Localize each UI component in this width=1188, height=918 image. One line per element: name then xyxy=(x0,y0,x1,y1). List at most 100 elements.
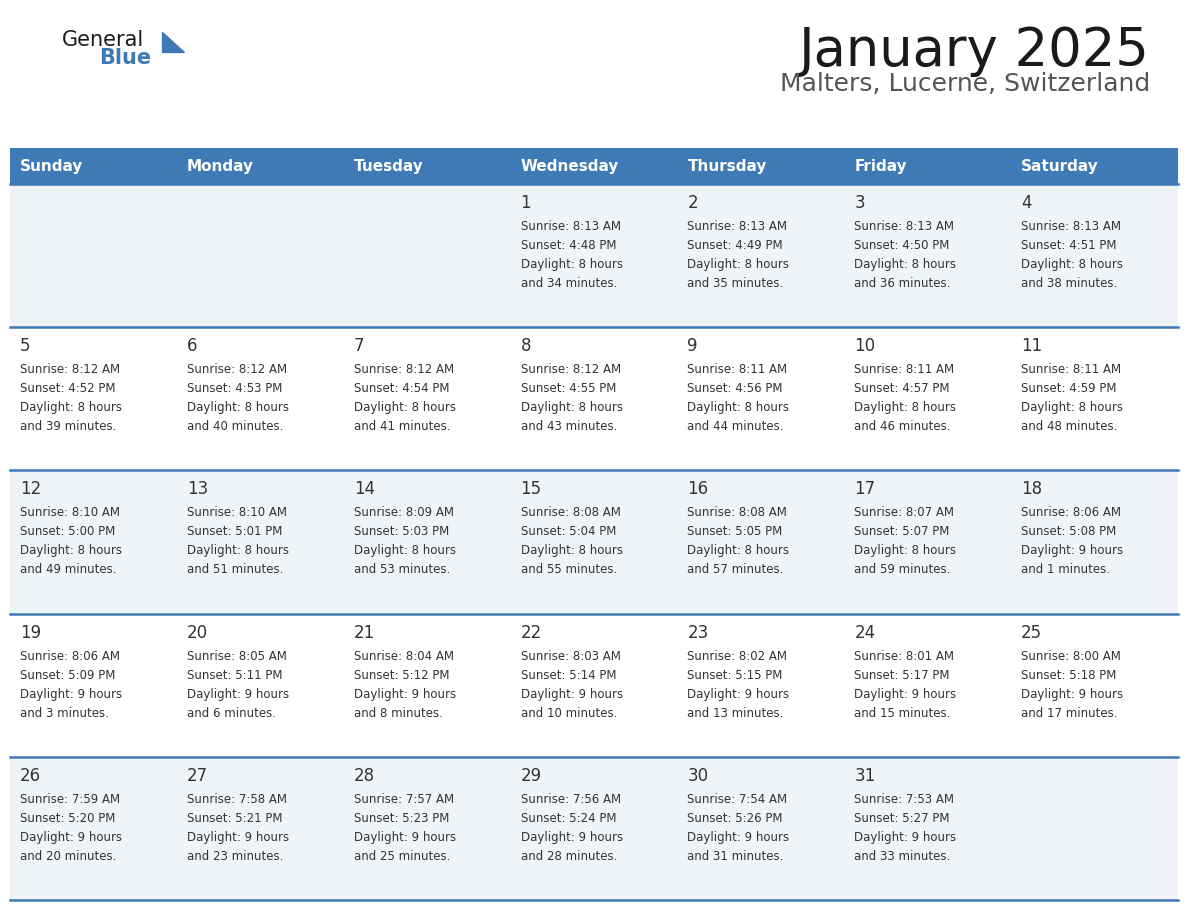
Bar xyxy=(177,148,343,184)
Text: 1: 1 xyxy=(520,194,531,212)
Text: and 43 minutes.: and 43 minutes. xyxy=(520,420,617,433)
Text: Wednesday: Wednesday xyxy=(520,159,619,174)
Text: 17: 17 xyxy=(854,480,876,498)
Text: Daylight: 9 hours: Daylight: 9 hours xyxy=(520,831,623,844)
Bar xyxy=(10,327,1178,470)
Text: Sunset: 5:09 PM: Sunset: 5:09 PM xyxy=(20,668,115,681)
Text: Daylight: 8 hours: Daylight: 8 hours xyxy=(1022,401,1123,414)
Text: and 35 minutes.: and 35 minutes. xyxy=(688,277,784,290)
Text: Daylight: 9 hours: Daylight: 9 hours xyxy=(354,688,456,700)
Text: Sunset: 4:56 PM: Sunset: 4:56 PM xyxy=(688,382,783,396)
Text: Sunset: 5:11 PM: Sunset: 5:11 PM xyxy=(187,668,283,681)
Text: 21: 21 xyxy=(354,623,375,642)
Text: 23: 23 xyxy=(688,623,709,642)
Text: Sunrise: 8:13 AM: Sunrise: 8:13 AM xyxy=(1022,220,1121,233)
Text: Sunrise: 7:56 AM: Sunrise: 7:56 AM xyxy=(520,793,620,806)
Text: 10: 10 xyxy=(854,337,876,355)
Text: Daylight: 9 hours: Daylight: 9 hours xyxy=(854,831,956,844)
Text: General: General xyxy=(62,30,144,50)
Bar xyxy=(10,756,1178,900)
Text: Sunset: 5:17 PM: Sunset: 5:17 PM xyxy=(854,668,949,681)
Text: and 51 minutes.: and 51 minutes. xyxy=(187,564,283,577)
Bar xyxy=(10,148,177,184)
Text: Sunrise: 7:53 AM: Sunrise: 7:53 AM xyxy=(854,793,954,806)
Text: and 6 minutes.: and 6 minutes. xyxy=(187,707,276,720)
Text: Daylight: 8 hours: Daylight: 8 hours xyxy=(688,401,790,414)
Text: 26: 26 xyxy=(20,767,42,785)
Text: 28: 28 xyxy=(354,767,375,785)
Text: Malters, Lucerne, Switzerland: Malters, Lucerne, Switzerland xyxy=(779,72,1150,96)
Text: 20: 20 xyxy=(187,623,208,642)
Text: 3: 3 xyxy=(854,194,865,212)
Text: and 20 minutes.: and 20 minutes. xyxy=(20,850,116,863)
Text: Sunrise: 8:13 AM: Sunrise: 8:13 AM xyxy=(854,220,954,233)
Text: Daylight: 9 hours: Daylight: 9 hours xyxy=(20,831,122,844)
Text: Daylight: 8 hours: Daylight: 8 hours xyxy=(20,401,122,414)
Text: 22: 22 xyxy=(520,623,542,642)
Text: Sunset: 4:54 PM: Sunset: 4:54 PM xyxy=(354,382,449,396)
Text: and 13 minutes.: and 13 minutes. xyxy=(688,707,784,720)
Text: 19: 19 xyxy=(20,623,42,642)
Text: Sunrise: 8:11 AM: Sunrise: 8:11 AM xyxy=(1022,364,1121,376)
Text: Sunrise: 8:09 AM: Sunrise: 8:09 AM xyxy=(354,507,454,520)
Text: Sunset: 5:20 PM: Sunset: 5:20 PM xyxy=(20,812,115,824)
Text: and 38 minutes.: and 38 minutes. xyxy=(1022,277,1118,290)
Text: Sunset: 5:14 PM: Sunset: 5:14 PM xyxy=(520,668,617,681)
Text: Sunset: 5:21 PM: Sunset: 5:21 PM xyxy=(187,812,283,824)
Text: Sunset: 4:48 PM: Sunset: 4:48 PM xyxy=(520,239,617,252)
Text: Sunset: 5:07 PM: Sunset: 5:07 PM xyxy=(854,525,949,538)
Text: and 34 minutes.: and 34 minutes. xyxy=(520,277,617,290)
Text: and 59 minutes.: and 59 minutes. xyxy=(854,564,950,577)
Text: Sunrise: 8:04 AM: Sunrise: 8:04 AM xyxy=(354,650,454,663)
Text: 2: 2 xyxy=(688,194,699,212)
Bar xyxy=(511,148,677,184)
Bar xyxy=(10,184,1178,327)
Text: Daylight: 9 hours: Daylight: 9 hours xyxy=(688,688,790,700)
Text: and 1 minutes.: and 1 minutes. xyxy=(1022,564,1110,577)
Text: Daylight: 8 hours: Daylight: 8 hours xyxy=(688,258,790,271)
Text: 24: 24 xyxy=(854,623,876,642)
Text: Daylight: 8 hours: Daylight: 8 hours xyxy=(187,401,289,414)
Text: 16: 16 xyxy=(688,480,708,498)
Text: 14: 14 xyxy=(354,480,375,498)
Text: Daylight: 8 hours: Daylight: 8 hours xyxy=(354,544,456,557)
Bar xyxy=(845,148,1011,184)
Text: Sunset: 5:00 PM: Sunset: 5:00 PM xyxy=(20,525,115,538)
Text: Sunset: 4:57 PM: Sunset: 4:57 PM xyxy=(854,382,949,396)
Text: Sunset: 5:08 PM: Sunset: 5:08 PM xyxy=(1022,525,1117,538)
Text: 7: 7 xyxy=(354,337,365,355)
Bar xyxy=(1011,148,1178,184)
Text: Sunrise: 7:57 AM: Sunrise: 7:57 AM xyxy=(354,793,454,806)
Text: 12: 12 xyxy=(20,480,42,498)
Text: Sunrise: 8:08 AM: Sunrise: 8:08 AM xyxy=(688,507,788,520)
Text: 5: 5 xyxy=(20,337,31,355)
Text: Friday: Friday xyxy=(854,159,906,174)
Polygon shape xyxy=(162,32,184,52)
Text: Sunset: 5:24 PM: Sunset: 5:24 PM xyxy=(520,812,617,824)
Text: Sunrise: 7:58 AM: Sunrise: 7:58 AM xyxy=(187,793,286,806)
Text: Blue: Blue xyxy=(99,48,151,68)
Text: Sunrise: 8:08 AM: Sunrise: 8:08 AM xyxy=(520,507,620,520)
Text: 18: 18 xyxy=(1022,480,1042,498)
Text: Daylight: 8 hours: Daylight: 8 hours xyxy=(520,258,623,271)
Text: Sunset: 5:03 PM: Sunset: 5:03 PM xyxy=(354,525,449,538)
Text: Tuesday: Tuesday xyxy=(354,159,423,174)
Text: Sunset: 5:18 PM: Sunset: 5:18 PM xyxy=(1022,668,1117,681)
Text: Sunset: 4:49 PM: Sunset: 4:49 PM xyxy=(688,239,783,252)
Text: Daylight: 8 hours: Daylight: 8 hours xyxy=(854,544,956,557)
Text: Sunrise: 8:12 AM: Sunrise: 8:12 AM xyxy=(520,364,620,376)
Text: Daylight: 8 hours: Daylight: 8 hours xyxy=(20,544,122,557)
Text: Sunset: 5:23 PM: Sunset: 5:23 PM xyxy=(354,812,449,824)
Text: and 3 minutes.: and 3 minutes. xyxy=(20,707,109,720)
Text: January 2025: January 2025 xyxy=(800,25,1150,77)
Text: and 57 minutes.: and 57 minutes. xyxy=(688,564,784,577)
Text: Daylight: 8 hours: Daylight: 8 hours xyxy=(854,258,956,271)
Text: and 53 minutes.: and 53 minutes. xyxy=(354,564,450,577)
Text: Sunrise: 8:12 AM: Sunrise: 8:12 AM xyxy=(187,364,287,376)
Text: 6: 6 xyxy=(187,337,197,355)
Text: Sunrise: 8:12 AM: Sunrise: 8:12 AM xyxy=(20,364,120,376)
Text: and 40 minutes.: and 40 minutes. xyxy=(187,420,283,433)
Bar xyxy=(343,148,511,184)
Text: 29: 29 xyxy=(520,767,542,785)
Text: Sunrise: 8:02 AM: Sunrise: 8:02 AM xyxy=(688,650,788,663)
